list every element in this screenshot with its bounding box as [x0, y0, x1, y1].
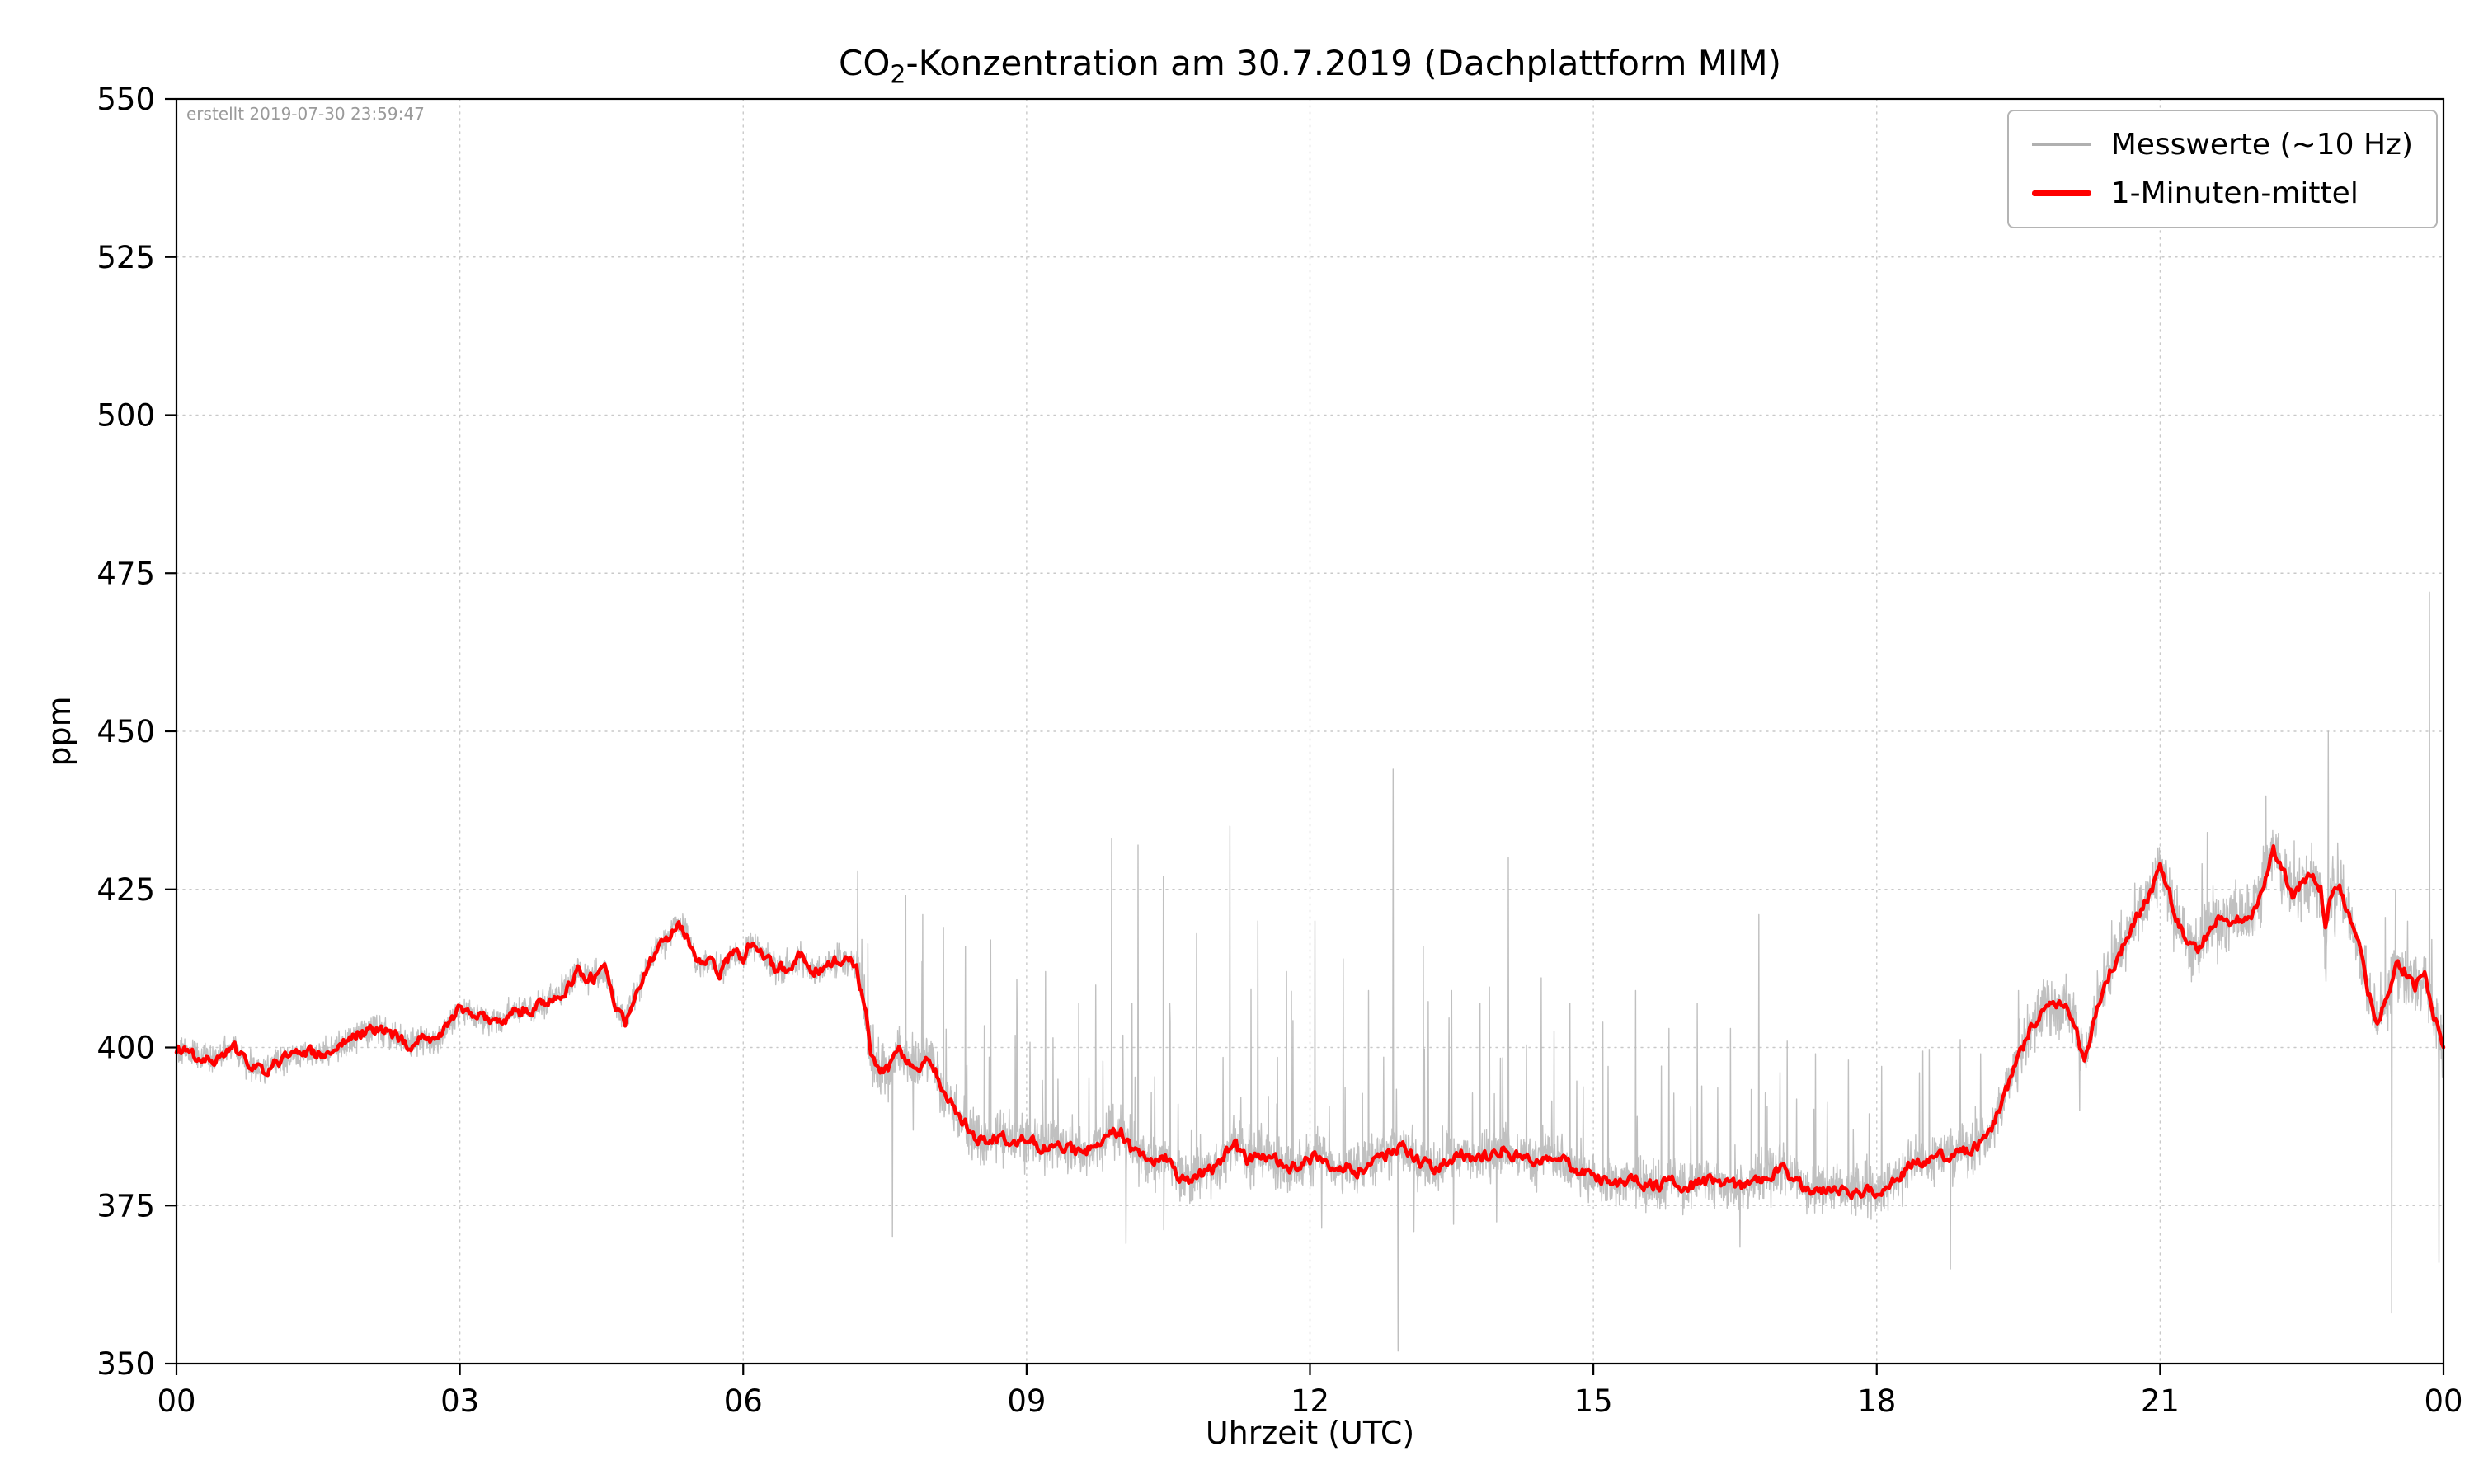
legend-label-raw: Messwerte (~10 Hz)	[2110, 128, 2413, 162]
x-tick-label: 18	[1857, 1383, 1896, 1419]
y-tick-label: 475	[96, 556, 155, 591]
legend-item-raw: Messwerte (~10 Hz)	[2031, 128, 2413, 162]
mean-series-swatch	[2031, 190, 2091, 196]
y-tick-label: 550	[96, 82, 155, 117]
x-tick-label: 03	[440, 1383, 479, 1419]
x-tick-label: 09	[1007, 1383, 1046, 1419]
legend-item-mean: 1-Minuten-mittel	[2031, 176, 2413, 210]
raw-series-swatch	[2031, 143, 2091, 146]
x-tick-label: 00	[2424, 1383, 2462, 1419]
legend: Messwerte (~10 Hz) 1-Minuten-mittel	[2006, 110, 2438, 228]
created-timestamp-note: erstellt 2019-07-30 23:59:47	[186, 104, 425, 124]
x-tick-label: 15	[1574, 1383, 1613, 1419]
y-tick-label: 400	[96, 1031, 155, 1066]
legend-label-mean: 1-Minuten-mittel	[2110, 176, 2359, 210]
y-tick-label: 425	[96, 872, 155, 908]
x-tick-label: 21	[2141, 1383, 2180, 1419]
y-tick-label: 525	[96, 240, 155, 275]
y-tick-label: 375	[96, 1188, 155, 1223]
mean-series-line	[174, 844, 2446, 1200]
chart-title-pre: CO	[839, 43, 891, 83]
x-axis-label: Uhrzeit (UTC)	[1205, 1415, 1415, 1451]
axis-ticks: 00 03 06 09 12 15 18 21 003503754004254504755005…	[96, 82, 2462, 1419]
x-tick-label: 12	[1291, 1383, 1329, 1419]
x-tick-label: 00	[157, 1383, 195, 1419]
y-tick-label: 500	[96, 398, 155, 434]
chart-title: CO2-Konzentration am 30.7.2019 (Dachplat…	[176, 43, 2443, 89]
x-tick-label: 06	[724, 1383, 763, 1419]
y-tick-label: 350	[96, 1346, 155, 1382]
chart-title-post: -Konzentration am 30.7.2019 (Dachplattfo…	[905, 43, 1781, 83]
chart-title-subscript: 2	[890, 60, 906, 90]
y-tick-label: 450	[96, 714, 155, 749]
